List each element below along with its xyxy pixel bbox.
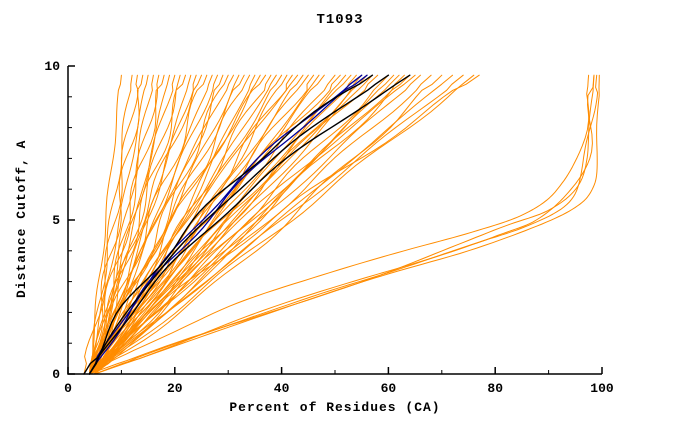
y-tick-label: 10 [44,59,60,74]
x-tick-label: 0 [64,381,72,396]
chart-title: T1093 [316,12,364,28]
x-tick-label: 40 [274,381,290,396]
x-tick-label: 60 [381,381,397,396]
x-axis-label: Percent of Residues (CA) [229,400,441,415]
y-tick-label: 0 [52,367,60,382]
x-tick-label: 20 [167,381,183,396]
y-tick-label: 5 [52,213,60,228]
x-tick-label: 100 [590,381,614,396]
x-tick-label: 80 [487,381,503,396]
